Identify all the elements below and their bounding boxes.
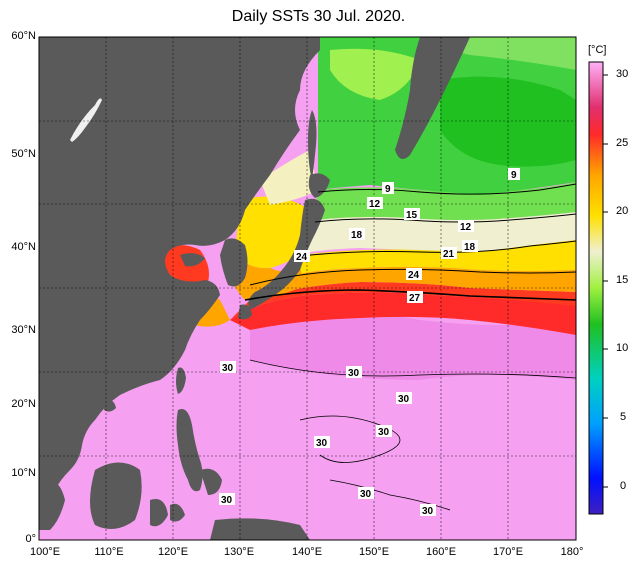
land-borneo xyxy=(90,462,142,529)
lat-label-40n: 40°N xyxy=(11,241,36,253)
land-taiwan xyxy=(176,367,186,394)
isotherm-label: 27 xyxy=(409,293,421,304)
lon-label-150e: 150°E xyxy=(358,546,390,558)
isotherm-label: 15 xyxy=(406,210,418,221)
colorbar-tick-5: 5 xyxy=(620,411,627,423)
land-korea xyxy=(220,238,248,287)
colorbar-tick-15: 15 xyxy=(616,274,629,286)
isotherm-label: 9 xyxy=(385,184,391,195)
lon-label-130e: 130°E xyxy=(223,546,255,558)
lat-label-50n: 50°N xyxy=(11,148,36,160)
isotherm-label: 24 xyxy=(296,252,308,263)
colorbar-tick-0: 0 xyxy=(620,480,627,492)
isotherm-label: 30 xyxy=(222,363,234,374)
sst-zone-15 xyxy=(300,212,576,255)
colorbar-unit: [°C] xyxy=(588,44,607,56)
lon-label-140e: 140°E xyxy=(291,546,323,558)
isotherm-label: 24 xyxy=(408,270,420,281)
land-kamchatka xyxy=(395,37,470,159)
isotherm-label-group: 9 9 12 12 15 18 18 21 24 24 27 30 30 30 … xyxy=(219,168,520,517)
land-asia-mainland xyxy=(39,37,320,520)
isotherm-label: 30 xyxy=(316,438,328,449)
colorbar-tick-25: 25 xyxy=(616,137,629,149)
isotherm-label: 30 xyxy=(398,394,410,405)
lon-label-180: 180° xyxy=(560,546,584,558)
land-philippines xyxy=(176,409,203,492)
sst-zone-27 xyxy=(230,292,576,335)
colorbar xyxy=(588,61,604,515)
isotherm-label: 30 xyxy=(221,495,233,506)
sst-zone-24 xyxy=(245,266,576,300)
lon-label-160e: 160°E xyxy=(425,546,457,558)
land-sakhalin xyxy=(308,110,317,180)
isotherm-label: 18 xyxy=(464,242,476,253)
colorbar-tick-10: 10 xyxy=(616,342,629,354)
isotherm-label: 12 xyxy=(369,199,381,210)
isotherm-label: 30 xyxy=(360,489,372,500)
isotherm-label: 18 xyxy=(351,230,363,241)
lon-label-120e: 120°E xyxy=(157,546,189,558)
lon-label-110e: 110°E xyxy=(94,546,124,558)
map-frame xyxy=(38,36,577,541)
lon-label-100e: 100°E xyxy=(29,546,61,558)
lon-label-170e: 170°E xyxy=(492,546,524,558)
isotherm-label: 12 xyxy=(460,222,472,233)
colorbar-tick-30: 30 xyxy=(616,68,629,80)
map-title: Daily SSTs 30 Jul. 2020. xyxy=(231,8,406,25)
lat-label-60n: 60°N xyxy=(11,30,36,42)
colorbar-tick-20: 20 xyxy=(616,205,629,217)
isotherm-label: 30 xyxy=(378,427,390,438)
lat-label-30n: 30°N xyxy=(11,324,36,336)
land-japan xyxy=(248,198,325,310)
lat-label-0: 0° xyxy=(25,533,36,545)
isotherm-label: 30 xyxy=(348,368,360,379)
isotherm-label: 9 xyxy=(511,170,517,181)
lat-label-10n: 10°N xyxy=(11,467,36,479)
isotherm-label: 21 xyxy=(443,249,455,260)
sst-zone-12 xyxy=(315,182,576,220)
isotherm-label: 30 xyxy=(422,506,434,517)
sst-zone-29 xyxy=(250,312,576,380)
lat-label-20n: 20°N xyxy=(11,398,36,410)
